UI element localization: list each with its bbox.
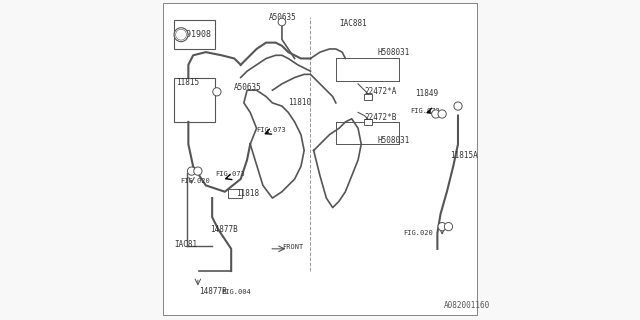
- Text: 1: 1: [196, 169, 200, 174]
- Text: 1: 1: [456, 104, 460, 108]
- Circle shape: [444, 222, 452, 231]
- Text: 1: 1: [447, 224, 451, 229]
- Text: 11810: 11810: [288, 99, 312, 108]
- Bar: [174, 77, 215, 122]
- Circle shape: [454, 102, 462, 110]
- Text: FIG.073: FIG.073: [215, 171, 245, 177]
- Circle shape: [278, 18, 285, 26]
- Text: 14877B: 14877B: [200, 287, 227, 296]
- Text: FIG.073: FIG.073: [257, 127, 286, 133]
- Text: IAC81: IAC81: [174, 240, 197, 249]
- Bar: [364, 94, 372, 100]
- Text: 1: 1: [440, 224, 444, 229]
- Text: 14877B: 14877B: [211, 225, 238, 234]
- Text: A082001160: A082001160: [444, 301, 490, 310]
- Circle shape: [212, 88, 221, 96]
- Text: FIG.020: FIG.020: [403, 230, 433, 236]
- Text: H508031: H508031: [377, 48, 410, 57]
- Text: 11849: 11849: [415, 89, 438, 98]
- Text: 1: 1: [189, 169, 193, 174]
- Text: FIG.020: FIG.020: [180, 178, 210, 184]
- Text: 1: 1: [215, 89, 219, 94]
- Circle shape: [174, 28, 188, 42]
- Circle shape: [175, 29, 186, 40]
- Circle shape: [194, 167, 202, 175]
- Text: i: i: [180, 31, 182, 39]
- Text: 1: 1: [434, 111, 438, 116]
- Circle shape: [438, 222, 446, 231]
- Text: 11815: 11815: [175, 78, 199, 87]
- Text: 11815A: 11815A: [450, 151, 478, 160]
- Text: A50635: A50635: [234, 83, 262, 92]
- Text: IAC881: IAC881: [339, 19, 367, 28]
- FancyBboxPatch shape: [174, 20, 215, 49]
- Text: A50635: A50635: [269, 13, 297, 22]
- Text: 22472*B: 22472*B: [364, 113, 397, 122]
- Text: 11818: 11818: [236, 189, 259, 198]
- Circle shape: [431, 110, 440, 118]
- Text: F91908: F91908: [180, 30, 211, 39]
- Text: 22472*A: 22472*A: [364, 87, 397, 96]
- Text: FRONT: FRONT: [282, 244, 303, 250]
- Text: FIG.004: FIG.004: [221, 289, 252, 295]
- Circle shape: [188, 167, 196, 175]
- Bar: [364, 119, 372, 125]
- Text: FIG.073: FIG.073: [410, 108, 440, 114]
- Bar: [228, 189, 243, 198]
- Text: 1: 1: [440, 111, 444, 116]
- Text: H508031: H508031: [377, 136, 410, 146]
- Circle shape: [438, 110, 446, 118]
